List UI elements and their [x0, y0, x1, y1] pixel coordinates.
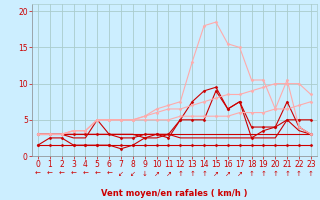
X-axis label: Vent moyen/en rafales ( km/h ): Vent moyen/en rafales ( km/h ) [101, 189, 248, 198]
